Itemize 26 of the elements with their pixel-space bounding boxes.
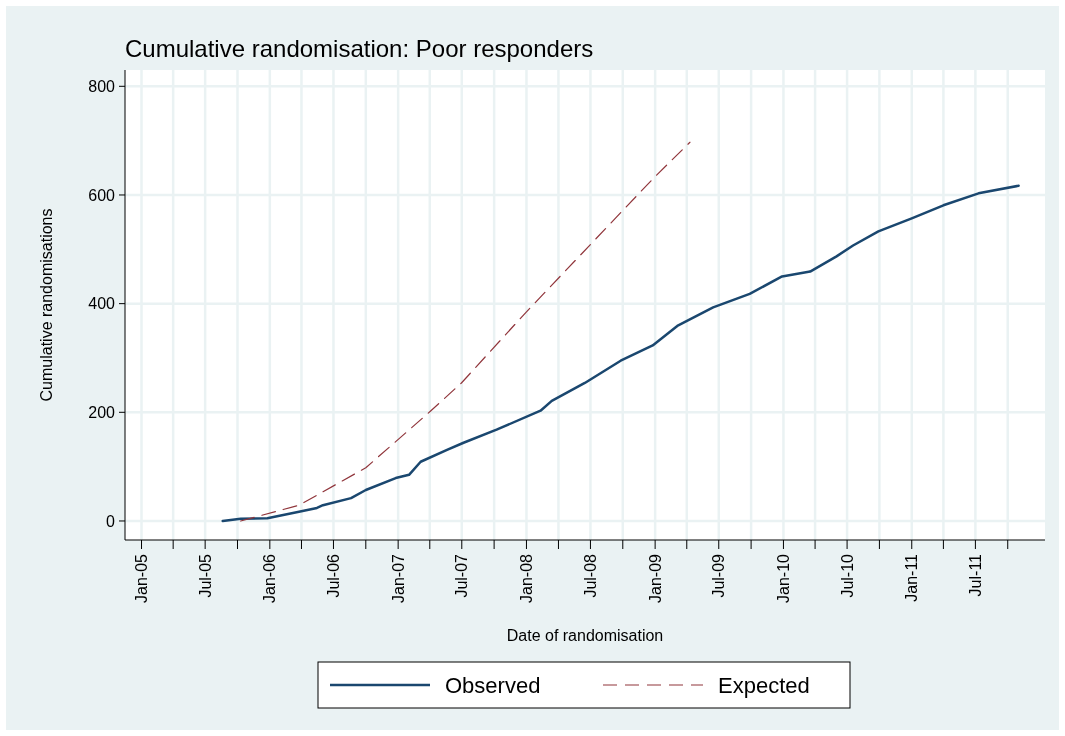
x-tick-label: Jan-06 <box>261 553 279 603</box>
x-tick-label: Jan-10 <box>775 553 793 603</box>
x-tick-label: Jan-08 <box>518 553 536 603</box>
y-tick-label: 800 <box>88 77 116 95</box>
chart-title: Cumulative randomisation: Poor responders <box>125 35 594 62</box>
x-tick-label: Jul-10 <box>838 553 856 598</box>
x-tick-label: Jul-09 <box>710 553 728 598</box>
x-tick-label: Jul-08 <box>582 553 600 598</box>
x-tick-label: Jan-11 <box>903 553 921 602</box>
line-series <box>221 184 1020 523</box>
x-tick-label: Jan-07 <box>389 553 407 603</box>
line-series <box>240 141 691 522</box>
legend-label: Expected <box>718 672 810 698</box>
y-tick-label: 200 <box>88 403 116 421</box>
x-tick-label: Jan-09 <box>646 553 664 603</box>
y-axis-title: Cumulative randomisations <box>38 208 55 402</box>
x-tick-label: Jul-11 <box>966 553 984 597</box>
x-axis-title: Date of randomisation <box>506 627 664 644</box>
y-tick-label: 0 <box>106 512 116 530</box>
x-tick-label: Jul-06 <box>325 553 343 598</box>
x-tick-label: Jan-05 <box>133 553 151 603</box>
x-tick-label: Jul-05 <box>196 553 214 598</box>
y-tick-label: 600 <box>88 186 116 204</box>
legend-label: Observed <box>445 672 541 698</box>
x-tick-label: Jul-07 <box>453 553 471 598</box>
y-tick-label: 400 <box>88 295 116 313</box>
